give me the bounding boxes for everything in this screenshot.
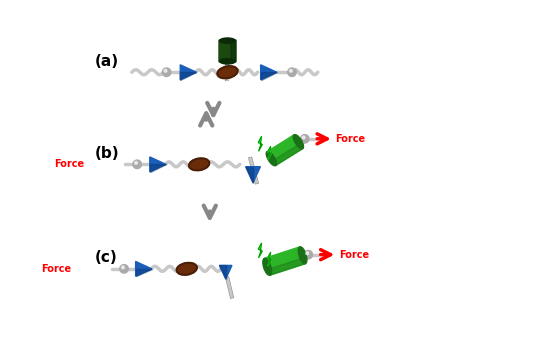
Polygon shape	[180, 65, 197, 80]
Polygon shape	[150, 164, 166, 172]
Text: (a): (a)	[94, 54, 119, 69]
Polygon shape	[136, 261, 152, 276]
Ellipse shape	[177, 263, 197, 275]
Polygon shape	[219, 265, 226, 279]
Polygon shape	[258, 243, 262, 258]
Ellipse shape	[266, 151, 276, 166]
Circle shape	[134, 161, 138, 164]
Ellipse shape	[218, 66, 238, 78]
Polygon shape	[261, 72, 277, 80]
Text: Force: Force	[54, 159, 84, 169]
Polygon shape	[246, 167, 260, 183]
Circle shape	[164, 69, 167, 72]
Polygon shape	[180, 72, 197, 80]
Circle shape	[163, 68, 171, 76]
Polygon shape	[267, 135, 303, 166]
Polygon shape	[268, 258, 305, 275]
Circle shape	[288, 68, 296, 76]
Text: Force: Force	[335, 134, 366, 144]
Circle shape	[122, 266, 124, 269]
Ellipse shape	[220, 38, 235, 44]
Circle shape	[302, 136, 305, 139]
Ellipse shape	[189, 158, 210, 170]
Polygon shape	[246, 167, 253, 183]
Polygon shape	[219, 265, 232, 279]
Polygon shape	[268, 252, 271, 266]
Polygon shape	[150, 157, 166, 172]
Ellipse shape	[298, 247, 307, 264]
Ellipse shape	[263, 258, 272, 275]
Circle shape	[300, 135, 309, 143]
Text: (c): (c)	[94, 250, 117, 265]
Polygon shape	[268, 146, 271, 160]
Circle shape	[289, 69, 292, 72]
Polygon shape	[261, 65, 277, 80]
Circle shape	[133, 160, 141, 169]
Text: Force: Force	[339, 250, 369, 260]
Ellipse shape	[293, 135, 303, 149]
Circle shape	[120, 265, 129, 273]
Polygon shape	[273, 144, 303, 166]
FancyBboxPatch shape	[219, 40, 236, 62]
Circle shape	[306, 252, 309, 255]
Polygon shape	[258, 136, 262, 151]
Text: Force: Force	[42, 264, 72, 274]
Polygon shape	[265, 247, 305, 275]
FancyBboxPatch shape	[231, 40, 235, 62]
Polygon shape	[136, 269, 152, 276]
Circle shape	[304, 250, 313, 259]
Text: (b): (b)	[94, 146, 119, 161]
Ellipse shape	[220, 59, 235, 64]
